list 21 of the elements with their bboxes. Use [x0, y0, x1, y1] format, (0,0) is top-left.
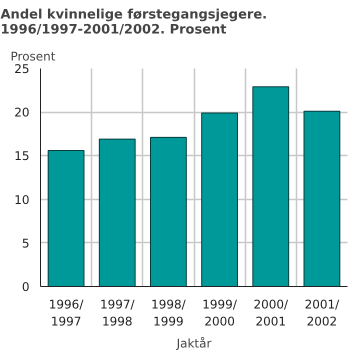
bar: [304, 110, 340, 286]
y-axis-title: Prosent: [10, 50, 56, 64]
y-tick-label: 5: [22, 236, 30, 250]
y-tick-label: 15: [14, 149, 30, 164]
chart-title: Andel kvinnelige førstegangsjegere. 1996/1997-2001/2002. Prosent: [0, 8, 268, 38]
y-tick-label: 10: [14, 192, 30, 207]
x-axis-title: Jaktår: [176, 336, 212, 350]
y-tick-label: 25: [14, 62, 30, 76]
x-tick-label: 2001/2002: [304, 298, 340, 328]
bar: [201, 112, 238, 286]
x-tick-label: 1998/1999: [151, 298, 187, 328]
x-tick-label: 1999/2000: [202, 298, 238, 328]
x-tick-label: 1996/1997: [48, 298, 84, 328]
bar: [150, 136, 187, 286]
x-tick-label: 2000/2001: [253, 298, 289, 328]
bar: [98, 138, 136, 286]
bar: [252, 86, 290, 286]
y-tick-label: 0: [22, 280, 30, 294]
y-tick-label: 20: [14, 106, 30, 120]
x-tick-label: 1997/1998: [100, 298, 136, 328]
bar: [48, 150, 84, 286]
